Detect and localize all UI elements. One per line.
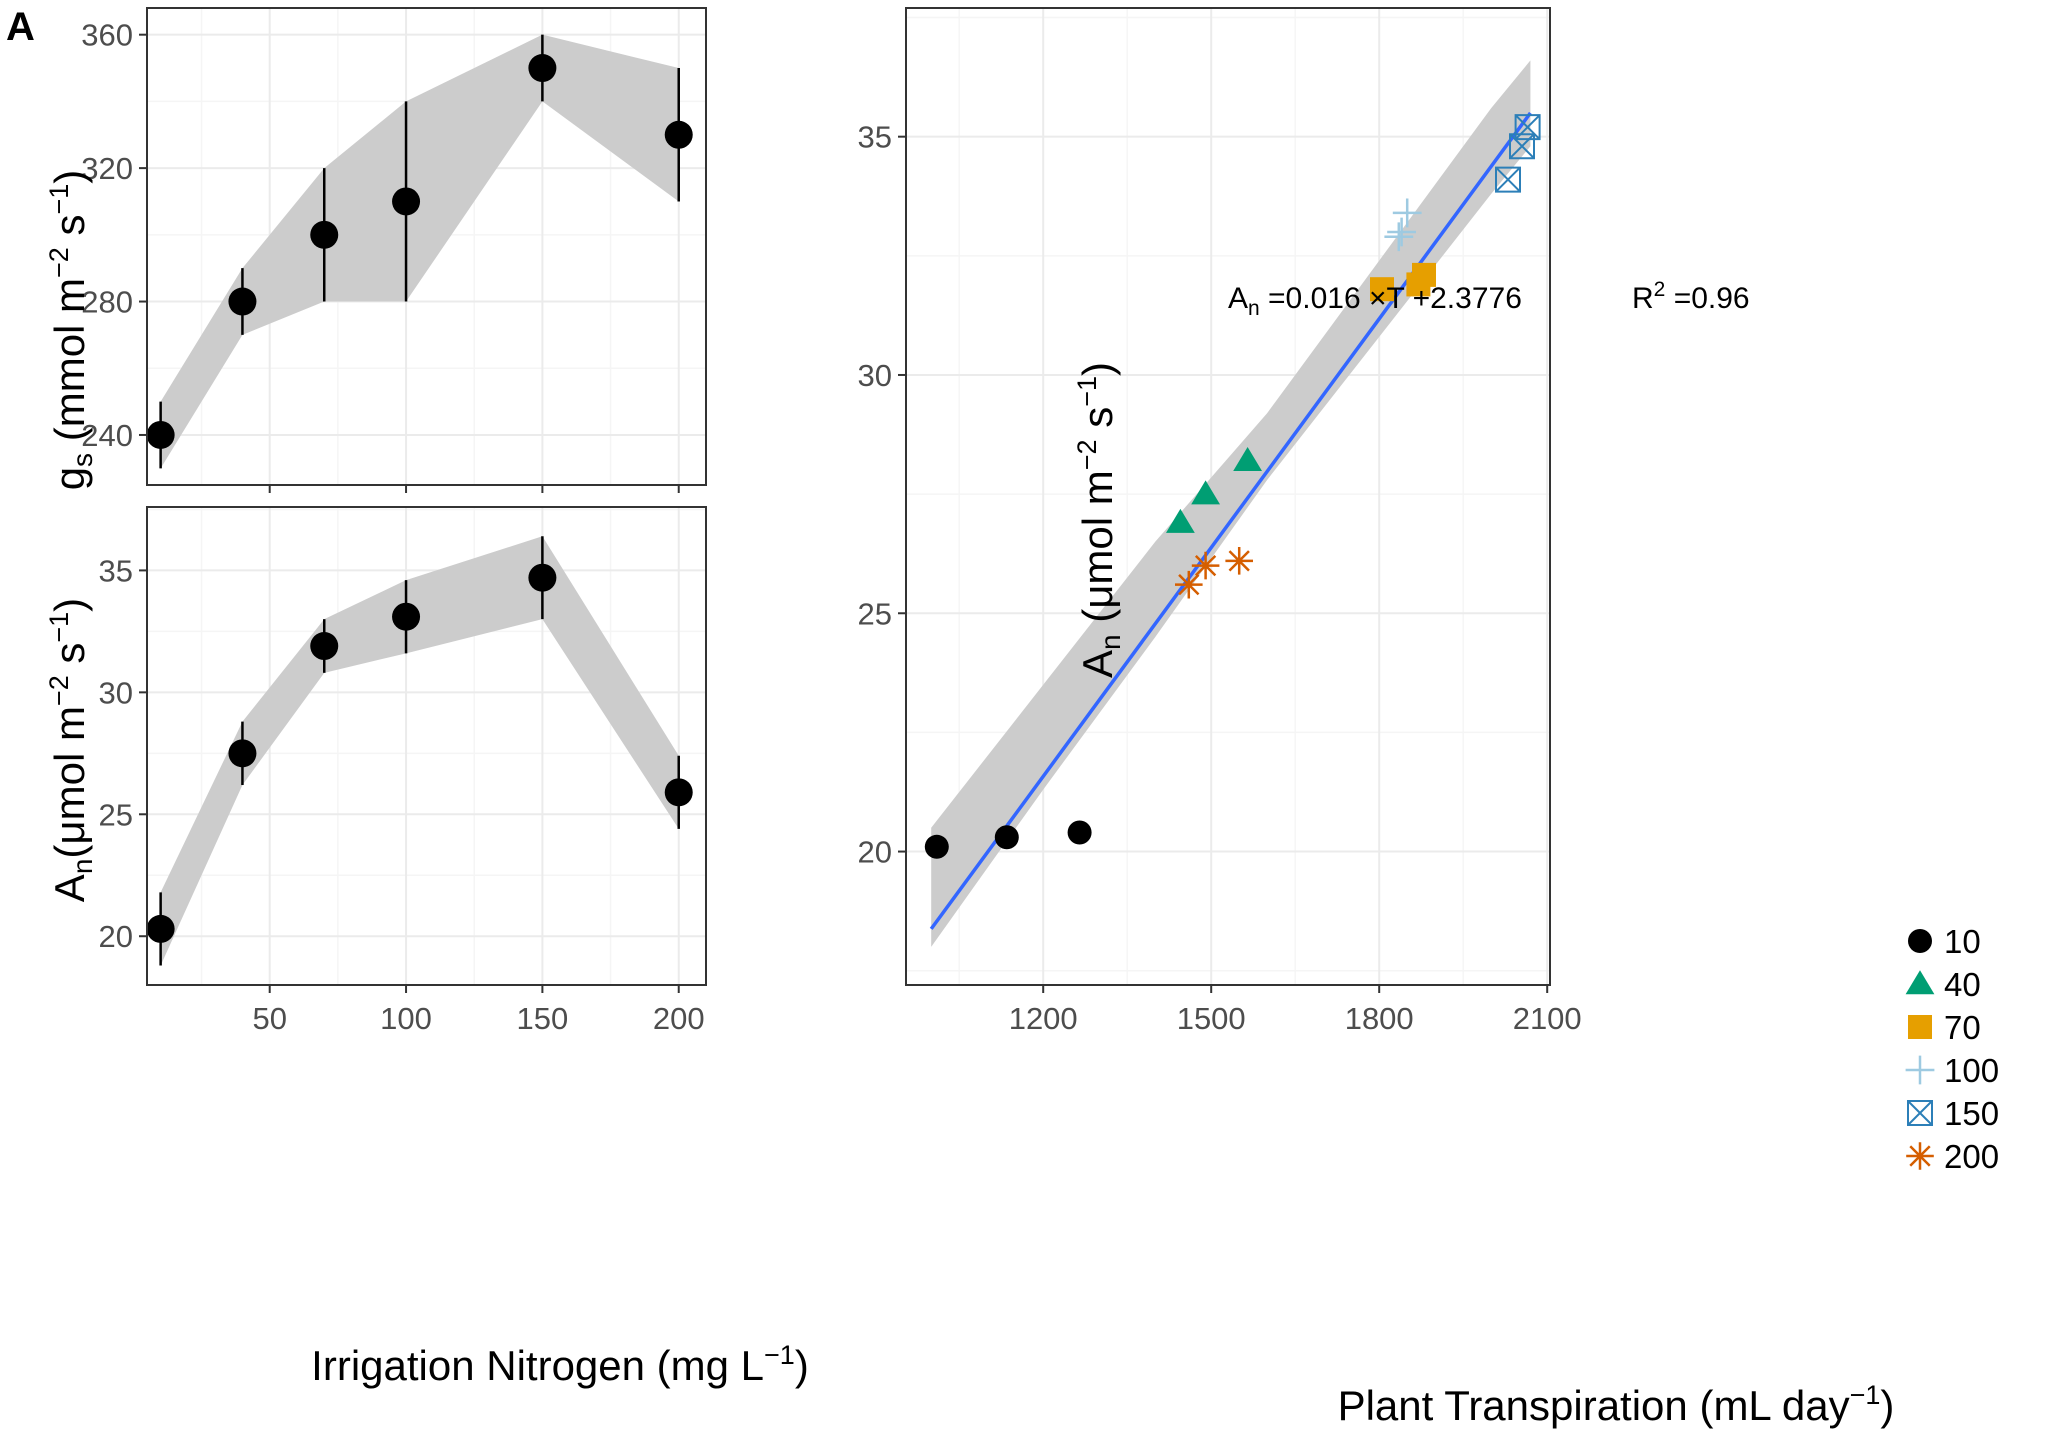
legend-key-100 xyxy=(1905,1055,1935,1085)
plot-an-vs-transpiration: 20 25 30 35 1200 1500 1800 2100 xyxy=(858,7,1582,1036)
regression-line xyxy=(929,111,1532,930)
y-tick-label: 240 xyxy=(81,418,133,453)
legend-key-70 xyxy=(1908,1015,1932,1039)
data-point-40 xyxy=(1166,508,1195,533)
data-point xyxy=(528,563,557,592)
b-xlabel: Plant Transpiration (mL day−1) xyxy=(1338,1380,1895,1429)
panel-border xyxy=(905,7,1551,986)
y-tick-label: 30 xyxy=(99,675,133,710)
legend-label-70: 70 xyxy=(1944,1009,1981,1046)
y-tick-label: 35 xyxy=(858,120,892,155)
data-point xyxy=(146,914,175,943)
b-ylabel: An (μmol m−2 s−1) xyxy=(1072,362,1126,678)
data-point-200 xyxy=(1175,570,1203,599)
x-tick-label: 1800 xyxy=(1345,1001,1414,1036)
x-tick-label: 1500 xyxy=(1177,1001,1246,1036)
x-tick-label: 200 xyxy=(653,1001,705,1036)
y-tick-label: 280 xyxy=(81,285,133,320)
data-point xyxy=(310,220,339,249)
a-top-ylabel: gs (mmol m−2 s−1) xyxy=(44,170,98,491)
data-point xyxy=(664,778,693,807)
panel-border xyxy=(146,506,707,986)
x-tick-label: 100 xyxy=(380,1001,432,1036)
legend-key-150 xyxy=(1907,1100,1933,1126)
data-point xyxy=(392,187,421,216)
y-tick-label: 360 xyxy=(81,18,133,53)
data-point xyxy=(310,632,339,661)
data-point-100 xyxy=(1384,222,1414,252)
y-tick-label: 25 xyxy=(99,797,133,832)
data-point xyxy=(664,120,693,149)
x-tick-label: 1200 xyxy=(1009,1001,1078,1036)
data-point-10 xyxy=(1067,820,1092,845)
plot-gs-vs-nitrogen: 240 280 320 360 xyxy=(81,7,707,493)
data-point-40 xyxy=(1233,446,1262,471)
data-point-200 xyxy=(1225,547,1253,575)
data-point xyxy=(392,602,421,631)
y-tick-label: 35 xyxy=(99,553,133,588)
legend-key-200 xyxy=(1906,1142,1934,1170)
data-point xyxy=(146,420,175,449)
data-point-70 xyxy=(1412,262,1436,287)
data-point xyxy=(528,54,557,83)
y-tick-label: 320 xyxy=(81,151,133,186)
data-point-70 xyxy=(1370,277,1394,302)
x-tick-label: 2100 xyxy=(1513,1001,1582,1036)
a-xlabel: Irrigation Nitrogen (mg L−1) xyxy=(311,1340,809,1389)
data-point xyxy=(228,287,257,316)
data-point-10 xyxy=(924,834,949,859)
data-point-100 xyxy=(1387,217,1416,247)
data-point-150 xyxy=(1514,114,1541,141)
a-bottom-ylabel: An(μmol m−2 s−1) xyxy=(44,598,98,902)
data-point xyxy=(228,739,257,768)
legend: 10 40 70 100 150 200 xyxy=(1905,923,1999,1175)
panel-border xyxy=(146,7,707,486)
x-tick-label: 150 xyxy=(517,1001,569,1036)
confidence-ribbon xyxy=(160,536,679,966)
data-point-150 xyxy=(1495,166,1521,193)
r-squared: R2 =0.96 xyxy=(1632,278,1750,315)
legend-label-40: 40 xyxy=(1944,966,1981,1003)
legend-key-10 xyxy=(1908,929,1932,953)
y-tick-label: 30 xyxy=(858,358,892,393)
y-tick-label: 20 xyxy=(99,919,133,954)
panel-a-label: A xyxy=(6,5,35,49)
y-tick-label: 20 xyxy=(858,835,892,870)
data-point-40 xyxy=(1191,480,1220,505)
legend-key-40 xyxy=(1905,970,1935,995)
data-point-10 xyxy=(994,825,1019,850)
data-point-200 xyxy=(1191,551,1220,580)
plot-an-vs-nitrogen: 20 25 30 35 50 100 150 200 xyxy=(99,506,707,1036)
legend-label-100: 100 xyxy=(1944,1052,1999,1089)
legend-label-150: 150 xyxy=(1944,1095,1999,1132)
x-tick-label: 50 xyxy=(252,1001,286,1036)
y-tick-label: 25 xyxy=(858,596,892,631)
regression-equation: An =0.016 ×T +2.3776 xyxy=(1228,282,1522,320)
legend-label-200: 200 xyxy=(1944,1138,1999,1175)
confidence-ribbon xyxy=(160,34,679,469)
data-point-100 xyxy=(1392,198,1422,228)
legend-label-10: 10 xyxy=(1944,923,1981,960)
